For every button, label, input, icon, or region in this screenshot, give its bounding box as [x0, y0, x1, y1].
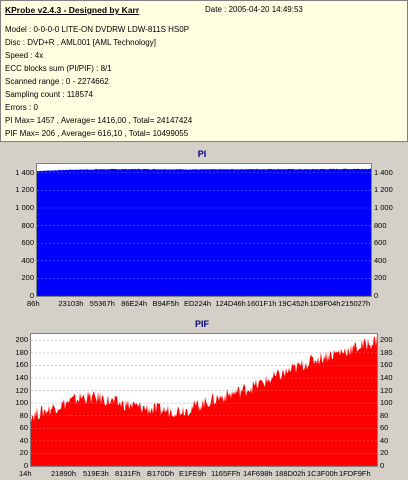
- pi-ytick-left: 1 400: [15, 167, 34, 177]
- info-panel: KProbe v2.4.3 - Designed by Karr Date : …: [0, 0, 408, 142]
- pi-xtick: 55367h: [89, 299, 115, 308]
- pi-ytick-right: 400: [374, 255, 387, 265]
- pi-xtick: ED224h: [184, 299, 212, 308]
- pif-ytick-right: 60: [380, 423, 389, 433]
- pi-ytick-right: 1 000: [374, 203, 393, 212]
- pi-ytick-left: 1 200: [15, 185, 34, 195]
- pif-xtick: 519E3h: [83, 469, 109, 478]
- pi-xtick: 86h: [27, 299, 40, 308]
- pif-ytick-right: 20: [380, 448, 389, 458]
- pi-ytick-right: 800: [374, 220, 387, 230]
- pi-ytick-left: 200: [21, 273, 34, 283]
- pif-ytick-left: 40: [19, 435, 28, 445]
- pif-ytick-right: 180: [380, 347, 393, 357]
- pif-ytick-right: 160: [380, 360, 393, 370]
- pi-xtick: B94F5h: [152, 299, 179, 308]
- pif-xtick: E1FE9h: [179, 469, 207, 478]
- pi-xtick: 1D8F04h: [309, 299, 341, 308]
- pif-ytick-left: 140: [15, 373, 28, 382]
- pif-xtick: B170Dh: [147, 469, 175, 478]
- pif-xtick: 188D02h: [275, 469, 306, 478]
- pif-ytick-left: 160: [15, 360, 28, 370]
- pif-ytick-right: 40: [380, 435, 389, 445]
- pi-xtick: 1601F1h: [246, 299, 277, 308]
- pif-chart-panel: PIF 0 0 20 20 40 40 60 60 80 80 100 100 120 120 140 140…: [0, 315, 408, 480]
- app-title: KProbe v2.4.3 - Designed by Karr: [5, 5, 140, 15]
- pif-ytick-right: 100: [380, 398, 393, 408]
- info-line-model: Model : 0-0-0-0 LITE-ON DVDRW LDW-811S H…: [5, 25, 190, 34]
- pif-xtick: 14h: [19, 469, 32, 478]
- pif-xtick: 1165FFh: [211, 469, 241, 478]
- pif-ytick-left: 60: [19, 423, 28, 433]
- pi-ytick-right: 600: [374, 238, 387, 248]
- pi-chart-title: PI: [197, 149, 207, 159]
- pi-ytick-left: 400: [21, 255, 34, 265]
- pi-series-area: [37, 168, 371, 296]
- info-line-range: Scanned range : 0 - 2274662: [5, 77, 109, 86]
- pi-xtick: 86E24h: [121, 299, 148, 308]
- pif-xtick: 1FDF9Fh: [339, 469, 371, 478]
- info-line-disc: Disc : DVD+R , AML001 [AML Technology]: [5, 38, 156, 47]
- pif-ytick-left: 20: [19, 448, 28, 458]
- pi-xtick: 215027h: [341, 299, 371, 308]
- pi-chart-panel: PI 0 0 200 200 400 400 600 600 800 800 1 000 1 000 1…: [0, 145, 408, 310]
- pif-xtick: 14F698h: [243, 469, 273, 478]
- pif-chart: [31, 335, 377, 466]
- pif-ytick-left: 120: [15, 385, 28, 395]
- pi-ytick-right: 200: [374, 273, 387, 283]
- pi-ytick-left: 600: [21, 238, 34, 248]
- pi-ytick-right: 1 200: [374, 185, 393, 195]
- pif-ytick-right: 200: [380, 335, 393, 345]
- pi-xtick: 124D46h: [215, 299, 246, 308]
- pif-xtick: 8131Fh: [115, 469, 141, 478]
- info-line-sampling: Sampling count : 118574: [5, 90, 93, 99]
- pif-ytick-left: 200: [15, 335, 28, 345]
- pi-ytick-left: 1 000: [15, 203, 34, 212]
- pif-ytick-left: 180: [15, 347, 28, 357]
- pif-series-area: [31, 335, 377, 466]
- pif-xtick: 1C3F00h: [307, 469, 338, 478]
- pif-ytick-right: 140: [380, 373, 393, 382]
- pif-ytick-left: 100: [15, 398, 28, 408]
- pi-ytick-left: 0: [29, 291, 34, 300]
- info-line-pi: PI Max= 1457 , Average= 1416,00 , Total=…: [5, 116, 193, 125]
- pif-ytick-right: 80: [380, 410, 389, 420]
- pi-ytick-right: 0: [374, 291, 379, 300]
- pif-ytick-left: 80: [19, 410, 28, 420]
- info-line-errors: Errors : 0: [5, 103, 38, 112]
- pi-ytick-left: 800: [21, 220, 34, 230]
- pif-ytick-left: 0: [23, 461, 28, 470]
- scan-date: Date : 2005-04-20 14:49:53: [205, 5, 303, 14]
- pif-ytick-right: 0: [380, 461, 385, 470]
- info-line-ecc: ECC blocks sum (PI/PIF) : 8/1: [5, 64, 112, 73]
- pif-chart-title: PIF: [194, 319, 209, 329]
- pi-ytick-right: 1 400: [374, 167, 393, 177]
- pi-chart: [37, 168, 371, 296]
- pi-xtick: 23103h: [58, 299, 84, 308]
- pi-xtick: 19C452h: [278, 299, 309, 308]
- info-line-pif: PIF Max= 206 , Average= 616,10 , Total= …: [5, 129, 189, 138]
- info-line-speed: Speed : 4x: [5, 51, 44, 60]
- pif-ytick-right: 120: [380, 385, 393, 395]
- pif-xtick: 21890h: [51, 469, 77, 478]
